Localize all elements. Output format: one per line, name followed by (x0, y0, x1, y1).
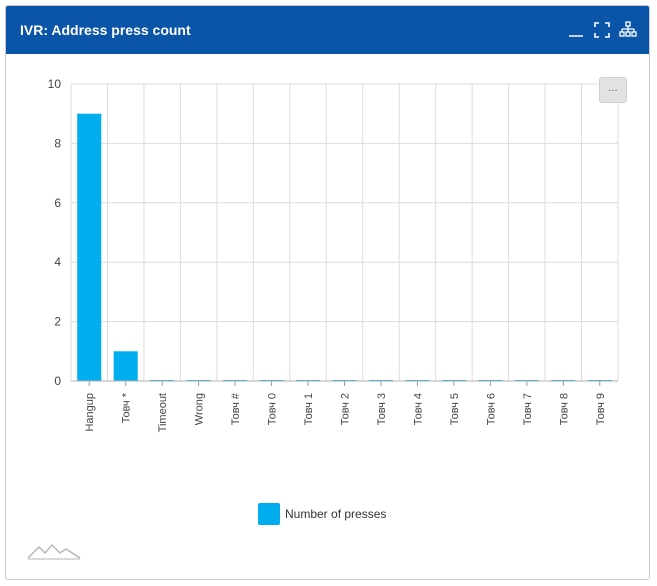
logo-icon (27, 543, 81, 560)
y-tick-label: 0 (54, 374, 61, 388)
x-tick-label: Timeout (157, 393, 169, 432)
x-tick-label: Товч 6 (485, 393, 497, 425)
legend-label: Number of presses (285, 507, 387, 521)
y-tick-label: 4 (54, 255, 61, 269)
bar-chart: 0 2 4 6 8 10 Hangup Товч * Timeout Wrong Товч # Тов… (48, 77, 619, 432)
x-tick-label: Товч 8 (558, 393, 570, 425)
x-tick-label: Hangup (84, 393, 96, 432)
y-tick-label: 2 (54, 315, 61, 329)
chart-menu-button[interactable]: ... (599, 77, 627, 103)
widget-header: IVR: Address press count (6, 6, 649, 54)
y-tick-label: 10 (48, 77, 62, 91)
bar (113, 351, 138, 381)
x-tick-label: Товч 9 (595, 393, 607, 425)
minimize-icon[interactable] (567, 21, 585, 39)
x-tick-label: Товч 0 (267, 393, 279, 425)
fullscreen-icon[interactable] (593, 21, 611, 39)
x-tick-label: Товч 3 (376, 393, 388, 425)
widget-title: IVR: Address press count (20, 22, 191, 38)
x-tick-label: Товч * (121, 392, 133, 423)
legend-swatch (258, 503, 280, 525)
x-tick-label: Товч 5 (449, 393, 461, 425)
x-tick-label: Товч # (230, 392, 242, 425)
bar (77, 113, 102, 381)
x-tick-label: Товч 7 (522, 393, 534, 425)
hierarchy-icon[interactable] (619, 21, 637, 39)
y-tick-label: 6 (54, 196, 61, 210)
chart-legend[interactable]: Number of presses (258, 503, 386, 525)
x-tick-label: Товч 4 (412, 393, 424, 425)
widget-body: 0 2 4 6 8 10 Hangup Товч * Timeout Wrong Товч # Тов… (6, 54, 649, 579)
x-tick-label: Товч 2 (340, 393, 352, 425)
x-tick-label: Товч 1 (303, 393, 315, 425)
y-tick-label: 8 (54, 136, 61, 150)
header-actions (567, 21, 637, 39)
chart-widget: IVR: Address press count 0 2 4 6 8 10 Hangup То… (5, 5, 650, 580)
x-tick-label: Wrong (194, 393, 206, 425)
